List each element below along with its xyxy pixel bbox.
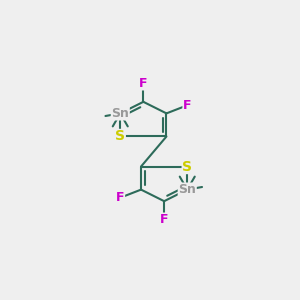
Text: F: F	[116, 191, 124, 204]
Text: Sn: Sn	[178, 183, 196, 196]
Text: F: F	[160, 213, 168, 226]
Text: F: F	[183, 99, 191, 112]
Text: Sn: Sn	[111, 107, 129, 120]
Text: S: S	[182, 160, 192, 173]
Text: F: F	[139, 77, 148, 90]
Text: S: S	[115, 130, 125, 143]
